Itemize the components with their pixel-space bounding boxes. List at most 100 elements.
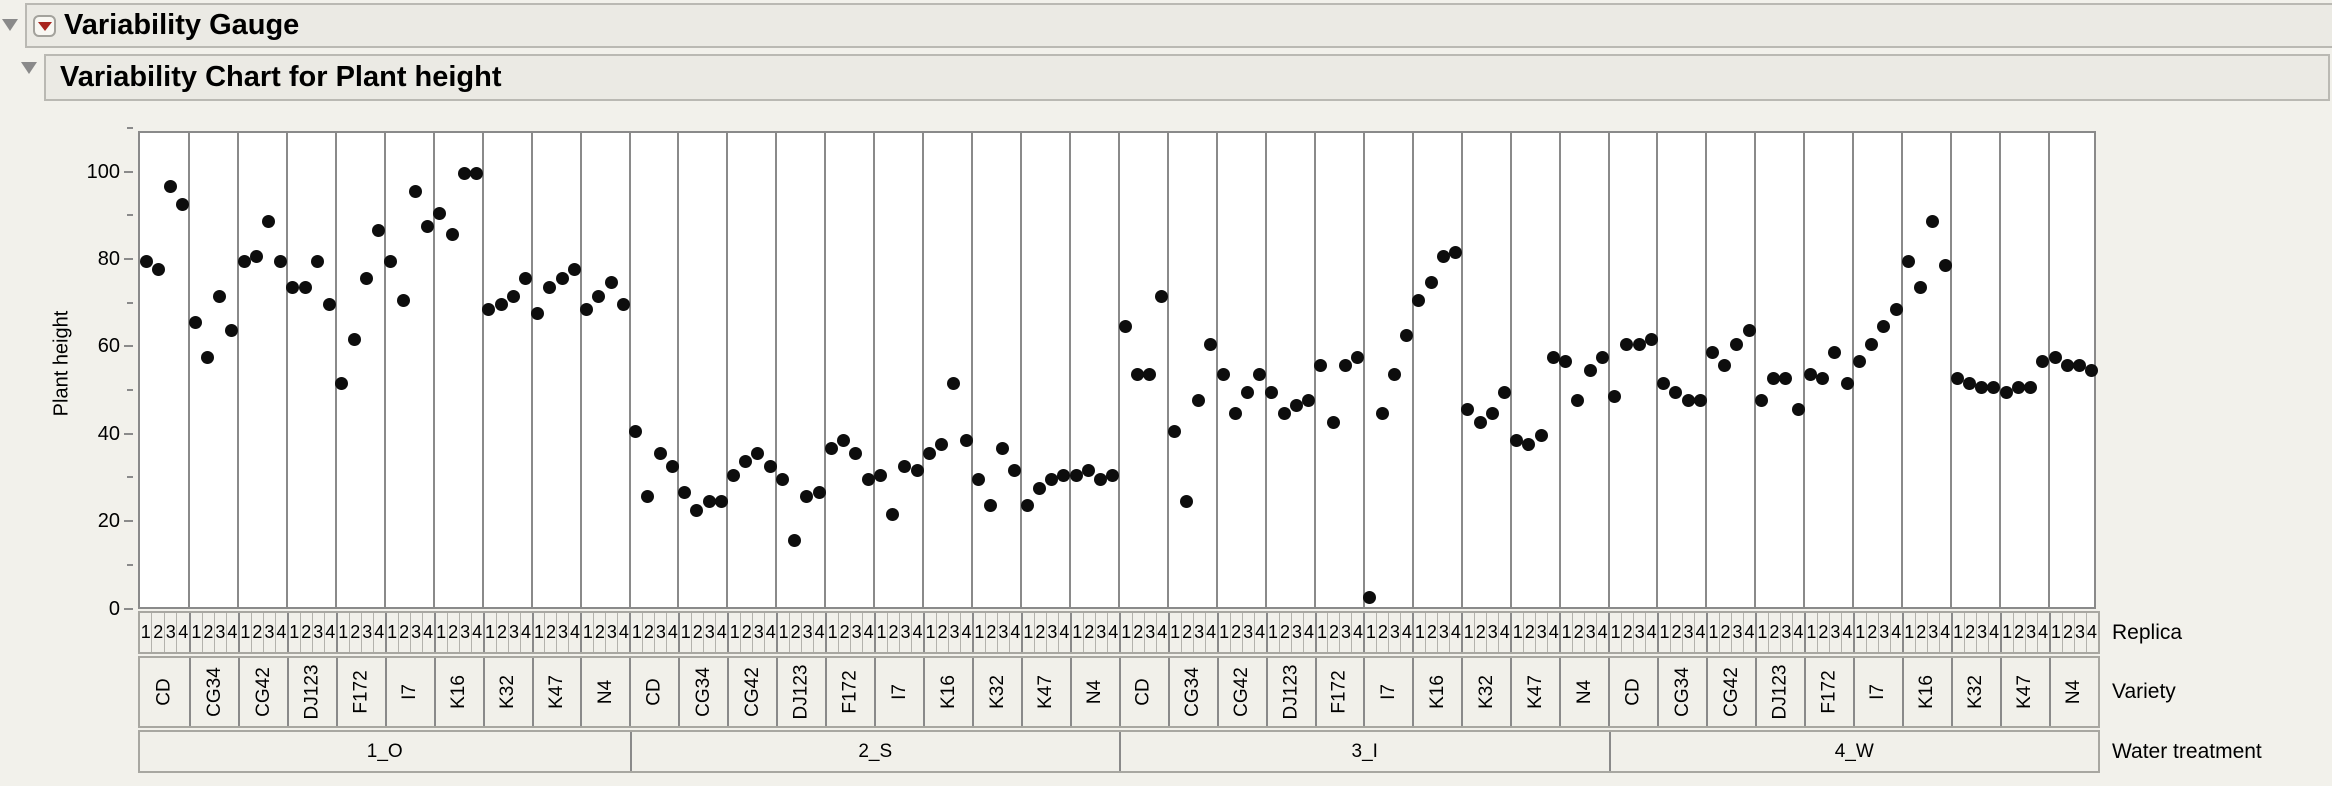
replica-cell[interactable]: 1 [1316,622,1327,642]
data-point[interactable] [2024,381,2038,395]
data-point[interactable] [1828,346,1842,360]
replica-cell[interactable]: 4 [1791,613,1804,652]
replica-cell[interactable]: 1 [582,622,593,642]
data-point[interactable] [1032,481,1046,495]
data-point[interactable] [1546,350,1560,364]
replica-cell[interactable]: 2 [250,613,263,652]
replica-cell[interactable]: 1 [387,622,398,642]
data-point[interactable] [555,272,569,286]
variety-cell[interactable]: CG42 [1706,658,1755,726]
replica-cell[interactable]: 4 [274,613,287,652]
data-point[interactable] [1877,320,1891,334]
replica-cell[interactable]: 4 [1155,613,1168,652]
data-point[interactable] [1289,398,1303,412]
variety-cell[interactable]: I7 [1363,658,1412,726]
replica-cell[interactable]: 1 [1855,622,1866,642]
data-point[interactable] [898,459,912,473]
replica-cell[interactable]: 4 [617,613,629,652]
replica-cell[interactable]: 4 [1449,613,1461,652]
replica-cell[interactable]: 3 [1633,613,1645,652]
replica-cell[interactable]: 4 [2085,613,2098,652]
data-point[interactable] [1803,368,1817,382]
replica-cell[interactable]: 1 [1170,622,1181,642]
water-treatment-cell[interactable]: 1_O [366,740,403,762]
data-point[interactable] [1889,302,1903,316]
data-point[interactable] [580,302,594,316]
data-point[interactable] [274,254,288,268]
replica-cell[interactable]: 2 [1718,613,1731,652]
data-point[interactable] [837,433,851,447]
data-point[interactable] [812,486,826,500]
data-point[interactable] [261,215,275,229]
variety-cell[interactable]: CD [629,658,678,726]
variety-cell[interactable]: CG34 [678,658,727,726]
data-point[interactable] [1412,293,1426,307]
replica-cell[interactable]: 2 [935,613,948,652]
replica-cell[interactable]: 1 [1463,622,1474,642]
data-point[interactable] [1522,438,1536,452]
chart-collapse-icon[interactable] [21,62,37,74]
replica-cell[interactable]: 1 [1953,622,1964,642]
replica-cell[interactable]: 1 [876,622,887,642]
replica-cell[interactable]: 4 [1204,613,1217,652]
data-point[interactable] [1485,407,1499,421]
replica-cell[interactable]: 1 [191,622,202,642]
replica-cell[interactable]: 4 [1253,613,1266,652]
data-point[interactable] [1718,359,1732,373]
replica-cell[interactable]: 2 [642,613,654,652]
variety-cell[interactable]: K47 [1020,658,1070,726]
variety-cell[interactable]: I7 [874,658,923,726]
data-point[interactable] [249,250,263,264]
replica-cell[interactable]: 3 [507,613,520,652]
replica-cell[interactable]: 3 [1241,613,1254,652]
data-point[interactable] [751,446,765,460]
variety-cell[interactable]: DJ123 [286,658,336,726]
data-point[interactable] [1559,355,1573,369]
replica-cell[interactable]: 4 [1547,613,1559,652]
data-point[interactable] [1338,359,1352,373]
replica-cell[interactable]: 4 [1938,613,1951,652]
data-point[interactable] [176,197,190,211]
data-point[interactable] [1706,346,1720,360]
replica-cell[interactable]: 2 [151,613,163,652]
variety-cell[interactable]: CG42 [237,658,287,726]
replica-cell[interactable]: 4 [1596,613,1608,652]
variety-cell[interactable]: CG34 [1657,658,1706,726]
data-point[interactable] [1461,403,1475,417]
replica-cell[interactable]: 3 [996,613,1009,652]
replica-cell[interactable]: 4 [1400,613,1412,652]
data-point[interactable] [971,472,985,486]
replica-cell[interactable]: 4 [813,613,825,652]
replica-cell[interactable]: 1 [289,622,300,642]
data-point[interactable] [372,223,386,237]
data-point[interactable] [1632,337,1646,351]
data-point[interactable] [1167,424,1181,438]
replica-cell[interactable]: 1 [631,622,642,642]
data-point[interactable] [2048,350,2062,364]
data-point[interactable] [1094,472,1108,486]
replica-cell[interactable]: 2 [789,613,801,652]
replica-cell[interactable]: 3 [1437,613,1449,652]
data-point[interactable] [641,490,655,504]
replica-cell[interactable]: 4 [2036,613,2049,652]
replica-cell[interactable]: 4 [764,613,776,652]
data-point[interactable] [2060,359,2074,373]
data-point[interactable] [996,442,1010,456]
data-point[interactable] [518,272,532,286]
replica-cell[interactable]: 3 [556,613,568,652]
replica-cell[interactable]: 2 [1180,613,1193,652]
replica-cell[interactable]: 2 [1572,613,1584,652]
data-point[interactable] [1693,394,1707,408]
replica-cell[interactable]: 4 [1694,613,1706,652]
data-point[interactable] [1644,333,1658,347]
replica-cell[interactable]: 3 [1045,613,1058,652]
replica-cell[interactable]: 4 [1889,613,1902,652]
replica-cell[interactable]: 4 [225,613,238,652]
replica-cell[interactable]: 2 [1327,613,1339,652]
variety-cell[interactable]: I7 [1852,658,1902,726]
data-point[interactable] [1571,394,1585,408]
replica-cell[interactable]: 4 [1742,613,1755,652]
data-point[interactable] [922,446,936,460]
data-point[interactable] [1400,328,1414,342]
replica-cell[interactable]: 3 [360,613,373,652]
